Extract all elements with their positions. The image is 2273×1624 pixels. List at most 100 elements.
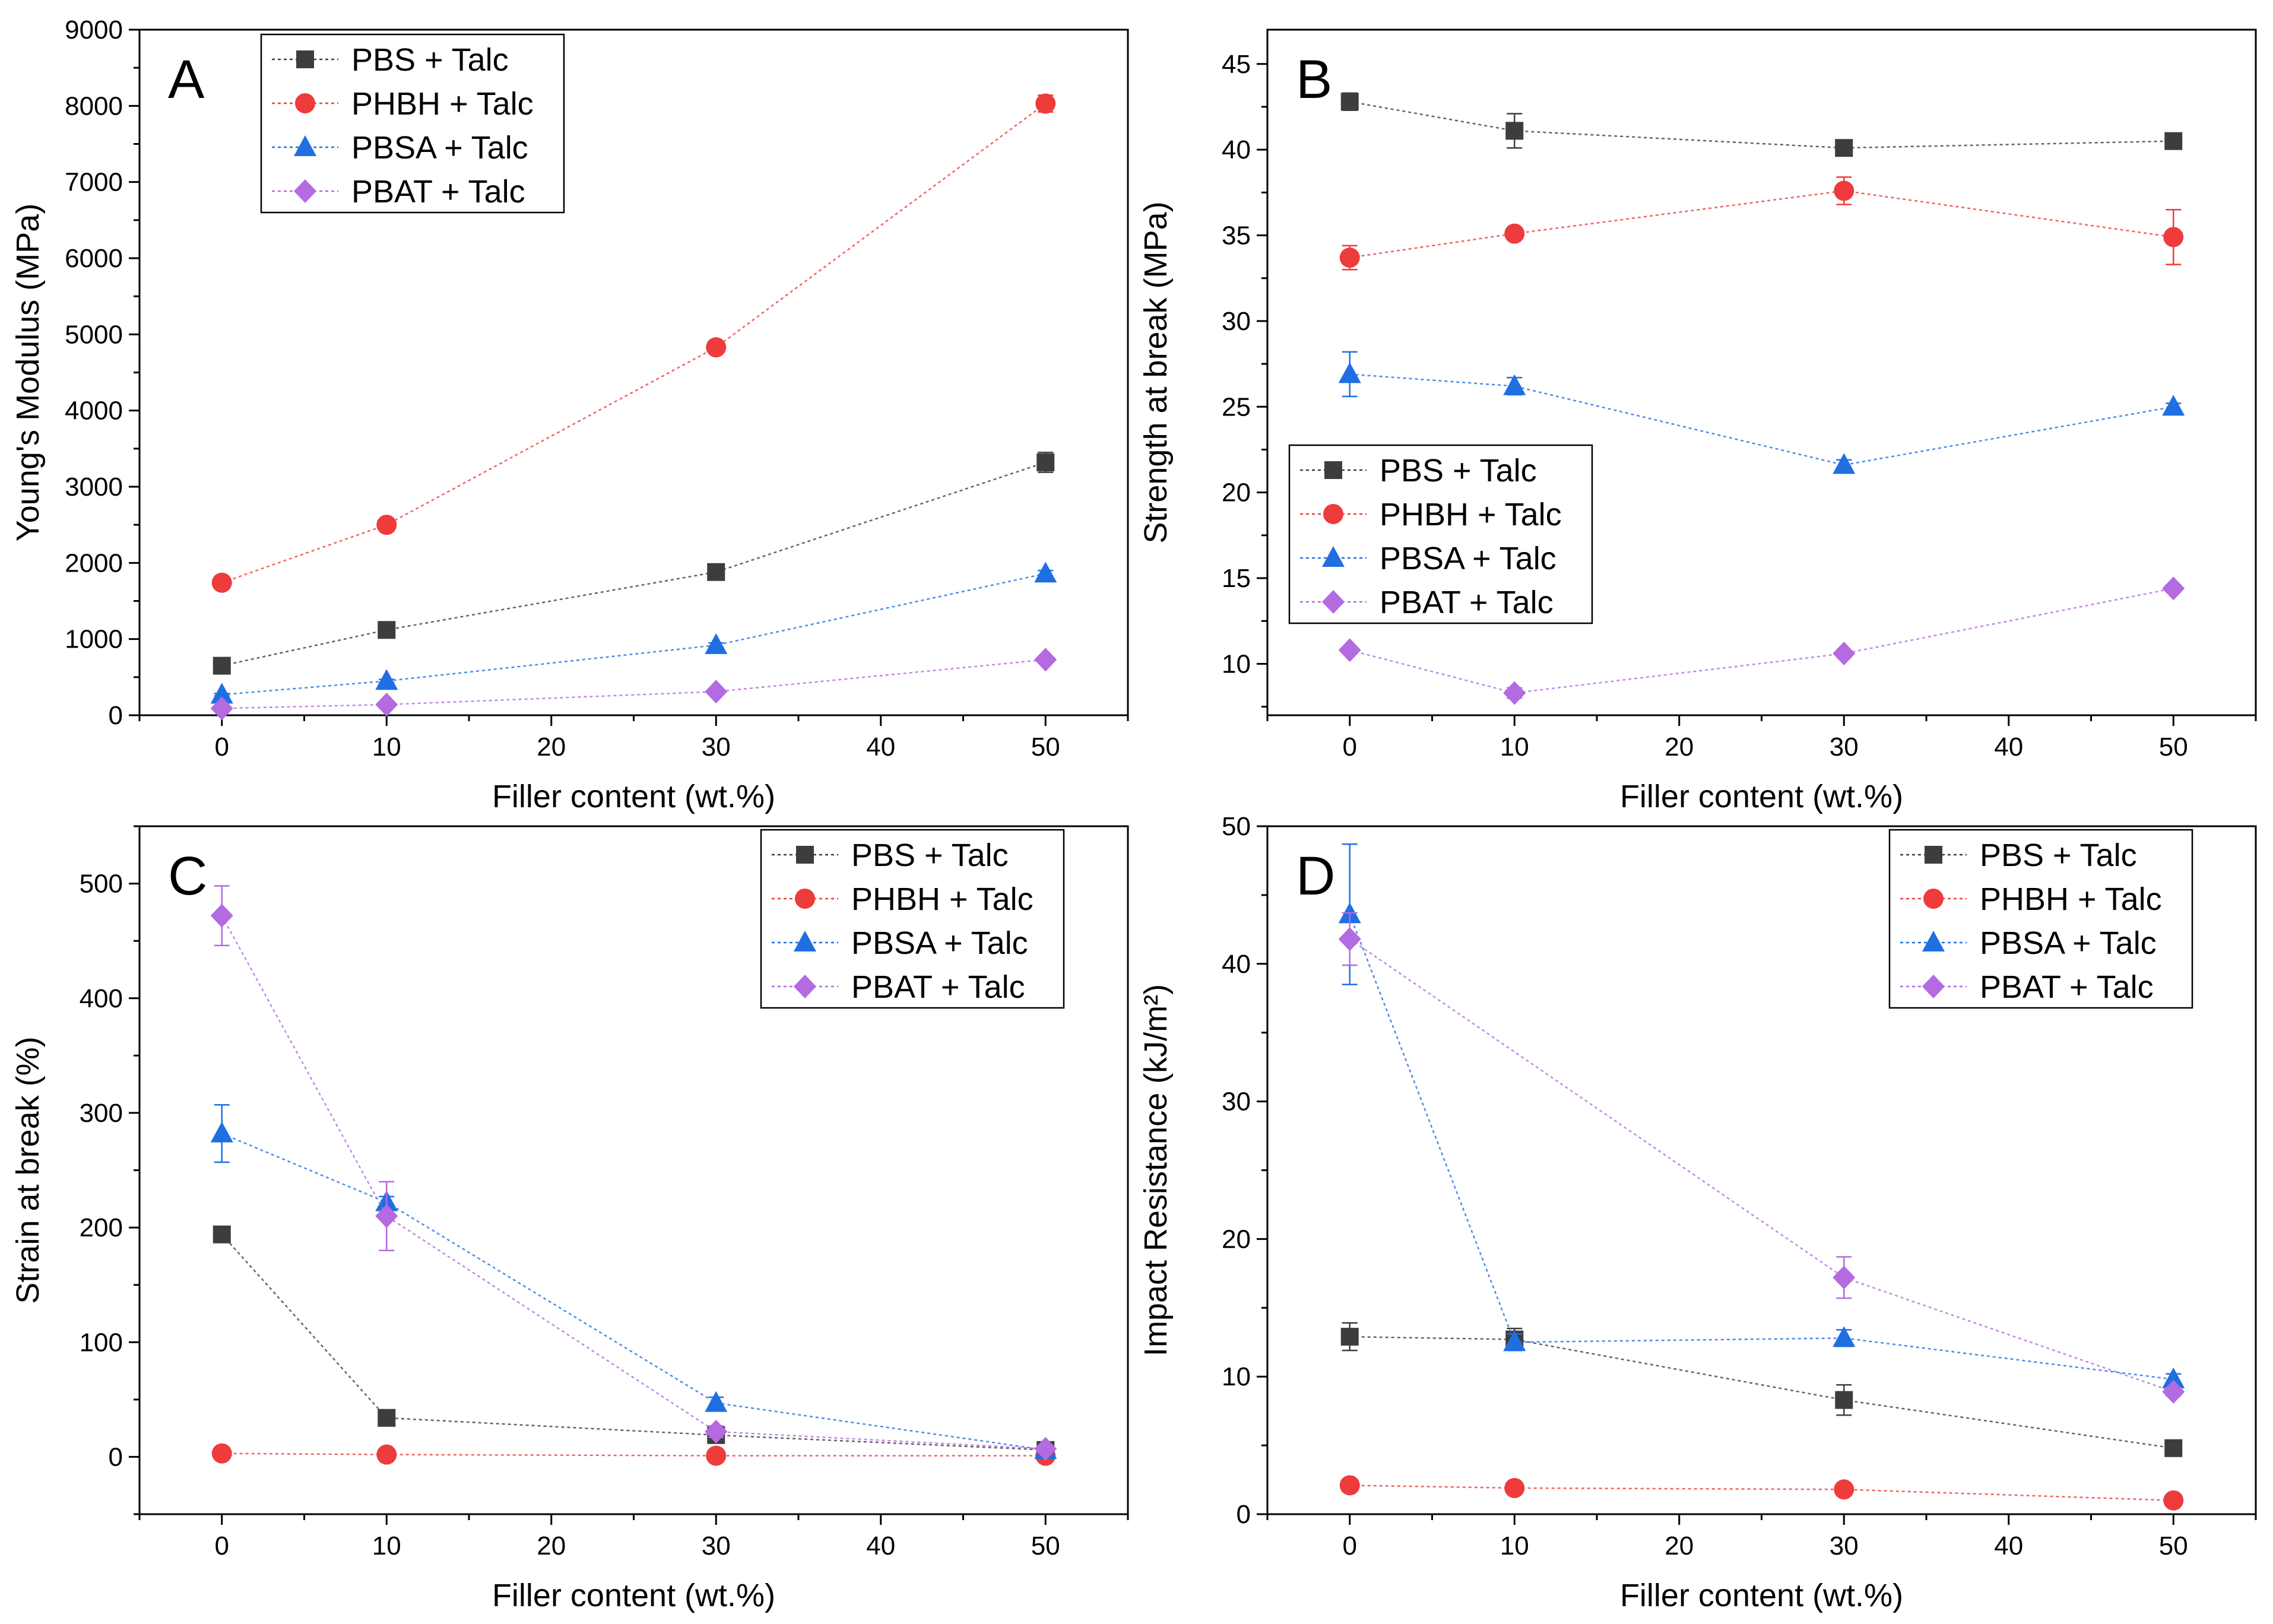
- panel-letter: C: [168, 846, 207, 906]
- series-line: [1349, 1485, 2174, 1502]
- panel-letter: D: [1296, 846, 1335, 906]
- chart-panel-a: 0 10 20 30 40 50 0 1000 2000 3000 4000 5000 6000 7000…: [10, 15, 1129, 814]
- data-point: [1833, 1265, 1856, 1290]
- data-point: [1505, 122, 1524, 140]
- data-point: [705, 633, 728, 654]
- x-tick-label: 40: [866, 732, 895, 762]
- legend-label: PBSA + Talc: [1980, 925, 2157, 961]
- y-tick-label: 20: [1222, 1225, 1251, 1254]
- data-point: [1504, 1477, 1525, 1498]
- data-point: [707, 563, 725, 581]
- series-pbat-talc: [210, 648, 1057, 721]
- legend: PBS + Talc PHBH + Talc PBSA + Talc PBAT + T…: [760, 829, 1065, 1009]
- x-tick-label: 20: [1665, 732, 1694, 762]
- series-line: [1349, 938, 2174, 1393]
- data-point: [2163, 1490, 2184, 1511]
- data-point: [1833, 642, 1856, 666]
- panel-letter: B: [1296, 49, 1332, 110]
- y-axis-title: Impact Resistance (kJ/m²): [1138, 984, 1174, 1356]
- data-point: [210, 696, 233, 721]
- x-tick-label: 0: [215, 1531, 229, 1560]
- data-point: [2162, 576, 2185, 601]
- legend-marker: [794, 931, 816, 951]
- legend-marker: [1922, 931, 1945, 951]
- legend-marker: [296, 50, 314, 68]
- legend-marker: [795, 889, 815, 909]
- chart-panel-d: 0 10 20 30 40 50 0 10 20 30 40 50 Filler content (wt…: [1138, 812, 2257, 1613]
- data-point: [1834, 180, 1854, 201]
- legend-marker: [1923, 889, 1944, 909]
- y-tick-label: 300: [80, 1099, 123, 1128]
- series-phbh-talc: [1339, 1475, 2184, 1511]
- x-tick-label: 30: [1830, 732, 1859, 762]
- legend-label: PBS + Talc: [851, 838, 1009, 873]
- data-point: [705, 680, 728, 704]
- legend-label: PBS + Talc: [1980, 838, 2137, 873]
- data-point: [1503, 374, 1526, 395]
- data-point: [706, 1445, 727, 1466]
- series-pbsa-talc: [1338, 351, 2185, 474]
- legend-label: PBS + Talc: [351, 42, 509, 78]
- legend-marker: [294, 179, 316, 203]
- x-tick-label: 30: [702, 1531, 731, 1560]
- legend: PBS + Talc PHBH + Talc PBSA + Talc PBAT + T…: [1288, 444, 1593, 624]
- data-point: [2162, 1379, 2185, 1404]
- y-tick-label: 2000: [65, 548, 123, 578]
- y-tick-label: 1000: [65, 625, 123, 654]
- y-axis-title: Strain at break (%): [10, 1036, 46, 1303]
- legend-label: PBAT + Talc: [851, 969, 1025, 1005]
- y-tick-label: 30: [1222, 1087, 1251, 1116]
- data-point: [1503, 1330, 1526, 1352]
- y-tick-label: 9000: [65, 15, 123, 45]
- x-axis-title: Filler content (wt.%): [1620, 779, 1903, 814]
- legend-marker: [1323, 504, 1343, 524]
- data-point: [1834, 1479, 1854, 1500]
- data-point: [706, 337, 727, 358]
- x-tick-label: 40: [1994, 1531, 2023, 1560]
- series-line: [1349, 190, 2174, 259]
- data-point: [1503, 681, 1526, 705]
- series-line: [221, 659, 1046, 709]
- x-axis-title: Filler content (wt.%): [492, 1578, 775, 1613]
- x-tick-label: 40: [866, 1531, 895, 1560]
- legend-label: PBSA + Talc: [851, 925, 1028, 961]
- y-tick-label: 0: [109, 701, 123, 730]
- x-tick-label: 50: [1031, 1531, 1060, 1560]
- series-line: [221, 1133, 1046, 1451]
- data-point: [210, 903, 233, 928]
- data-point: [1504, 223, 1525, 244]
- y-tick-label: 0: [1237, 1500, 1251, 1529]
- data-point: [1339, 248, 1360, 268]
- series-line: [1349, 101, 2174, 149]
- data-point: [1034, 562, 1057, 583]
- data-point: [1034, 1436, 1057, 1461]
- data-point: [376, 515, 397, 535]
- legend-marker: [1922, 975, 1945, 998]
- legend-label: PBSA + Talc: [1380, 541, 1556, 576]
- data-point: [1835, 1391, 1853, 1409]
- series-line: [221, 573, 1046, 696]
- x-axis-title: Filler content (wt.%): [1620, 1578, 1903, 1613]
- data-point: [376, 1444, 397, 1465]
- legend-marker: [294, 135, 316, 156]
- legend-marker: [794, 975, 816, 998]
- chart-panel-b: 0 10 20 30 40 50 10 15 20 25 30 35 40 45 Filler conten…: [1138, 28, 2257, 814]
- y-tick-label: 10: [1222, 1362, 1251, 1391]
- legend-box: [760, 829, 1065, 1009]
- legend-marker: [1324, 461, 1342, 479]
- data-point: [1034, 648, 1057, 672]
- legend-marker: [796, 846, 814, 864]
- data-point: [211, 572, 232, 593]
- data-point: [210, 1121, 233, 1143]
- series-phbh-talc: [211, 1443, 1056, 1466]
- y-tick-label: 35: [1222, 221, 1251, 250]
- y-tick-label: 500: [80, 870, 123, 899]
- y-tick-label: 25: [1222, 392, 1251, 421]
- x-tick-label: 50: [2159, 1531, 2188, 1560]
- y-tick-label: 40: [1222, 135, 1251, 164]
- legend-label: PBSA + Talc: [351, 130, 528, 166]
- data-point: [213, 656, 231, 675]
- x-tick-label: 20: [1665, 1531, 1694, 1560]
